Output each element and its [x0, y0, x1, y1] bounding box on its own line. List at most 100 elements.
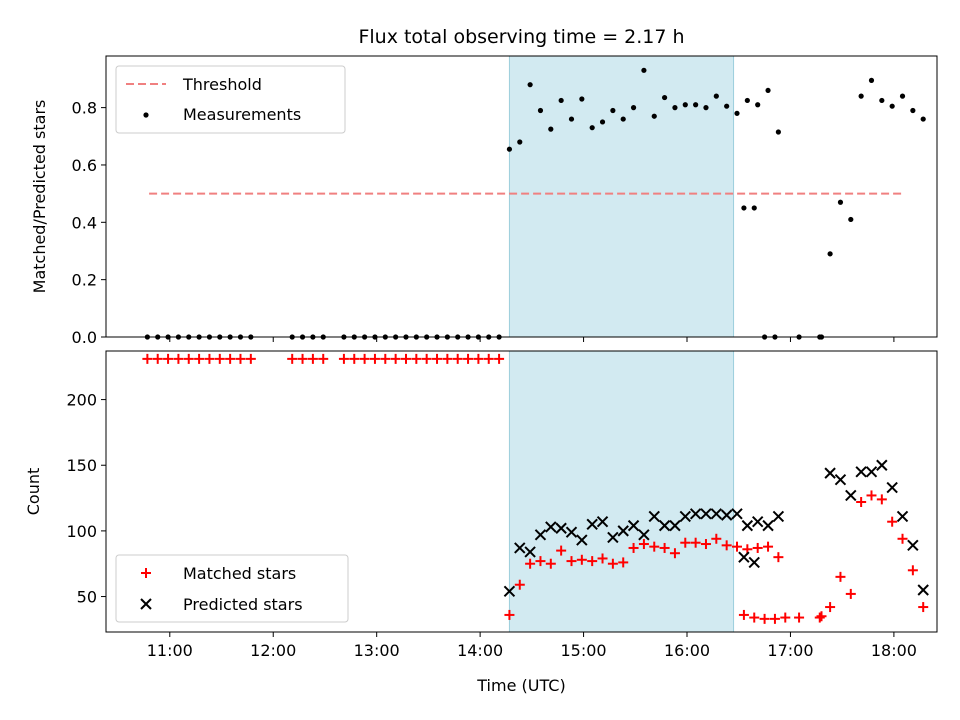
matched-star-point — [421, 353, 432, 364]
matched-star-point — [835, 571, 846, 582]
matched-star-point — [152, 353, 163, 364]
cross-b — [751, 515, 764, 528]
predicted-star-point — [917, 584, 929, 596]
predicted-star-point — [658, 519, 671, 532]
bottom-legend-box — [115, 554, 349, 623]
matched-star-point — [825, 602, 836, 613]
measurement-point — [693, 102, 699, 108]
cross-b — [648, 510, 660, 523]
measurement-point — [868, 77, 875, 83]
measurement-point — [527, 82, 533, 88]
cross-b — [876, 459, 888, 471]
measurement-point — [827, 251, 833, 257]
cross-b — [710, 508, 723, 520]
bottom-x-ticks: 11:00 12:00 13:00 14:00 15:00 16:00 17:00 18:00 — [147, 632, 917, 660]
predicted-star-point — [824, 467, 836, 479]
matched-star-point — [680, 537, 691, 548]
matched-star-point — [463, 353, 474, 364]
cross-b — [545, 521, 557, 533]
matched-star-point — [142, 353, 153, 364]
cross-b — [720, 509, 733, 521]
matched-star-point — [780, 612, 791, 623]
predicted-star-point — [534, 529, 547, 541]
predicted-star-point — [845, 489, 857, 502]
measurement-point — [741, 205, 747, 211]
predicted-star-point — [907, 539, 919, 552]
matched-star-point — [338, 353, 349, 364]
cross-b — [741, 519, 754, 532]
matched-star-point — [214, 353, 225, 364]
bottom-y-tick-label: 50 — [77, 588, 97, 607]
predicted-star-point — [886, 481, 898, 494]
measurement-point — [630, 105, 637, 111]
matched-star-point — [442, 353, 453, 364]
matched-star-point — [907, 565, 918, 576]
matched-star-point — [225, 353, 236, 364]
matched-star-point — [856, 497, 867, 508]
measurement-point — [589, 125, 595, 131]
cross-b — [669, 519, 681, 532]
measurement-point — [558, 97, 564, 104]
matched-star-point — [525, 558, 536, 569]
measurement-point — [713, 93, 719, 99]
predicted-star-point — [762, 519, 774, 532]
legend-matched-label: Matched stars — [183, 564, 296, 583]
matched-star-point — [711, 533, 722, 544]
bottom-panel: 11:00 12:00 13:00 14:00 15:00 16:00 17:00 18:00… — [24, 350, 938, 695]
measurement-point — [858, 93, 864, 99]
predicted-star-point — [607, 531, 619, 544]
cross-b — [514, 542, 526, 554]
measurement-point — [620, 116, 626, 122]
matched-star-point — [721, 540, 732, 551]
measurement-point — [899, 93, 906, 99]
legend-predicted-swatch — [140, 598, 152, 610]
cross-b — [555, 522, 567, 534]
predicted-star-point — [834, 473, 847, 486]
cross-b — [140, 598, 152, 610]
legend-measurements-swatch — [143, 112, 149, 118]
top-axes-frame — [105, 55, 938, 338]
predicted-star-point — [876, 459, 888, 471]
predicted-star-point — [731, 508, 743, 520]
cross-b — [886, 481, 898, 494]
matched-star-point — [514, 579, 525, 590]
bottom-shaded-interval — [508, 350, 735, 633]
matched-star-point — [535, 556, 546, 567]
bottom-y-ticks: 50 100 150 200 — [66, 391, 106, 607]
matched-star-point — [738, 609, 749, 620]
x-tick-label: 11:00 — [147, 641, 193, 660]
predicted-star-point — [524, 546, 536, 558]
matched-star-point — [494, 353, 505, 364]
measurement-point — [517, 139, 523, 145]
matched-star-point — [566, 556, 577, 567]
cross-b — [596, 515, 609, 528]
x-tick-label: 13:00 — [354, 641, 400, 660]
x-tick-label: 16:00 — [664, 641, 710, 660]
matched-star-point — [587, 556, 598, 567]
matched-star-point — [897, 533, 908, 544]
matched-star-point — [659, 542, 670, 553]
x-axis-label: Time (UTC) — [476, 676, 565, 695]
matched-star-point — [173, 353, 184, 364]
top-panel: 0.0 0.2 0.4 0.6 0.8 Flux total observing tim… — [30, 26, 938, 347]
measurement-point — [775, 129, 781, 135]
matched-star-point — [773, 552, 784, 563]
matched-star-point — [607, 558, 618, 569]
matched-star-point — [204, 353, 215, 364]
legend-cross — [140, 598, 152, 610]
matched-star-point — [183, 353, 194, 364]
top-y-tick-label: 0.2 — [72, 271, 97, 290]
legend-threshold-label: Threshold — [182, 75, 262, 94]
predicted-star-point — [576, 534, 588, 546]
predicted-star-point — [855, 466, 867, 478]
matched-star-point — [669, 548, 680, 559]
cross-b — [658, 519, 671, 532]
matched-star-point — [432, 353, 443, 364]
x-tick-label: 17:00 — [767, 641, 813, 660]
cross-b — [917, 584, 929, 596]
cross-b — [524, 546, 536, 558]
measurement-point — [568, 116, 575, 122]
top-legend-box — [115, 65, 346, 134]
measurement-point — [744, 97, 750, 104]
matched-star-point — [545, 558, 556, 569]
